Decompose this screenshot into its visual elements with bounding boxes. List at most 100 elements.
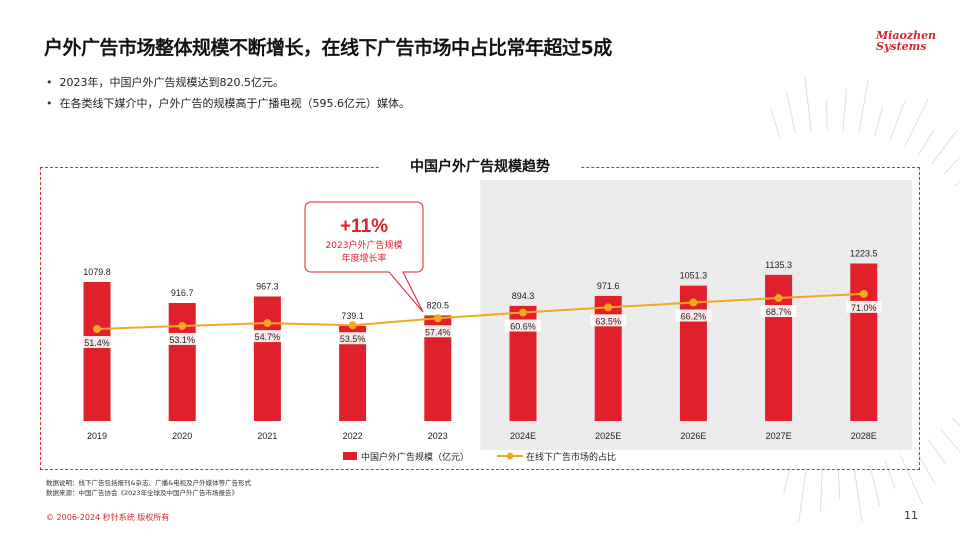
callout-line-2: 年度增长率 — [341, 252, 386, 264]
decor-ray — [804, 77, 812, 132]
share-value-label: 60.6% — [510, 322, 536, 332]
bar-value-label: 1079.8 — [83, 267, 111, 277]
legend-bar-swatch — [343, 452, 357, 460]
chart-title: 中国户外广告规模趋势 — [380, 156, 580, 176]
legend-bar-label: 中国户外广告规模（亿元） — [361, 451, 469, 463]
legend-line-marker — [506, 452, 514, 460]
copyright: © 2006-2024 秒针系统 版权所有 — [46, 513, 170, 522]
share-point-2026E — [689, 298, 698, 307]
x-tick-label: 2019 — [87, 431, 107, 441]
decor-ray — [951, 417, 960, 427]
bar-value-label: 894.3 — [512, 291, 535, 301]
x-tick-label: 2023 — [428, 431, 448, 441]
decor-ray — [899, 454, 923, 505]
share-value-label: 57.4% — [425, 327, 451, 337]
decor-ray — [927, 438, 946, 464]
share-value-label: 54.7% — [255, 332, 281, 342]
share-label-bg — [249, 330, 286, 343]
decor-ray — [858, 79, 869, 133]
share-point-2025E — [604, 303, 613, 312]
miaozhen-logo: Miaozhen Systems — [876, 30, 936, 52]
share-value-label: 68.7% — [766, 307, 792, 317]
logo-line-2: Systems — [876, 40, 927, 53]
decor-ray — [918, 129, 935, 156]
decor-ray — [931, 129, 958, 165]
bar-2026E — [679, 285, 707, 421]
bar-value-label: 1135.3 — [765, 260, 792, 270]
share-point-2023 — [433, 314, 442, 323]
x-tick-label: 2026E — [680, 431, 706, 441]
data-notes: 数据说明：线下广告包括报刊&杂志、广播&电视及户外媒体等广告形式 数据来源：中国… — [46, 478, 251, 498]
bar-2028E — [850, 263, 878, 421]
x-tick-label: 2027E — [766, 431, 792, 441]
decor-ray — [943, 155, 960, 175]
decor-ray — [819, 469, 823, 512]
bar-value-label: 916.7 — [171, 288, 194, 298]
share-label-bg — [164, 332, 201, 345]
callout-growth-rate: +11% — [340, 216, 388, 237]
x-tick-label: 2024E — [510, 431, 536, 441]
callout-line-1: 2023户外广告规模 — [326, 239, 403, 251]
bar-value-label: 739.1 — [341, 311, 364, 321]
share-point-2021 — [263, 319, 272, 328]
bullet-item: 在各类线下媒介中，户外广告的规模高于广播电视（595.6亿元）媒体。 — [46, 93, 411, 114]
share-value-label: 66.2% — [681, 312, 707, 322]
decor-ray — [783, 465, 792, 495]
decor-ray — [874, 106, 883, 137]
decor-ray — [940, 428, 960, 453]
share-label-bg — [590, 314, 627, 327]
decor-ray — [770, 108, 781, 138]
bar-2020 — [168, 302, 196, 421]
callout-bubble — [304, 201, 424, 313]
bar-value-label: 820.5 — [427, 300, 450, 310]
decor-ray — [798, 468, 807, 522]
bar-value-label: 1223.5 — [850, 249, 878, 259]
share-point-2027E — [774, 294, 783, 303]
share-point-2022 — [348, 321, 357, 330]
bar-value-label: 967.3 — [256, 281, 279, 291]
share-value-label: 53.5% — [340, 334, 366, 344]
page-title: 户外广告市场整体规模不断增长，在线下广告市场中占比常年超过5成 — [44, 37, 612, 59]
logo-line-1: Miaozhen — [876, 29, 937, 42]
page-number: 11 — [904, 509, 918, 522]
decor-ray — [869, 465, 881, 507]
share-label-bg — [334, 332, 371, 345]
decor-ray — [904, 98, 929, 148]
data-description: 数据说明：线下广告包括报刊&杂志、广播&电视及户外媒体等广告形式 — [46, 479, 252, 487]
share-point-2019 — [93, 325, 101, 333]
summary-bullets: 2023年，中国户外广告规模达到820.5亿元。 在各类线下媒介中，户外广告的规… — [46, 72, 411, 114]
share-point-2024E — [519, 308, 527, 317]
decor-ray — [837, 469, 841, 500]
decor-ray — [884, 460, 896, 490]
decor-ray — [842, 88, 847, 131]
x-tick-label: 2020 — [172, 431, 192, 441]
share-point-2020 — [178, 321, 187, 330]
legend-line-label: 在线下广告市场的占比 — [526, 451, 616, 463]
decor-ray — [853, 468, 863, 522]
bar-value-label: 1051.3 — [680, 271, 708, 281]
share-label-bg — [845, 300, 882, 313]
bar-value-label: 971.6 — [597, 281, 620, 291]
data-source: 数据来源：中国广告协会《2023年全球及中国户外广告市场报告》 — [46, 489, 239, 497]
share-label-bg — [675, 309, 712, 322]
share-point-2028E — [859, 289, 868, 298]
share-label-bg — [505, 319, 541, 332]
bar-2019 — [83, 282, 111, 421]
share-value-label: 53.1% — [169, 335, 195, 345]
share-value-label: 63.5% — [595, 316, 621, 326]
decor-ray — [786, 92, 796, 134]
share-line — [96, 292, 864, 330]
x-tick-label: 2022 — [343, 431, 363, 441]
decor-ray — [914, 447, 936, 485]
bullet-item: 2023年，中国户外广告规模达到820.5亿元。 — [46, 72, 410, 93]
share-label-bg — [79, 336, 115, 348]
decor-ray — [889, 101, 906, 142]
x-tick-label: 2028E — [851, 431, 877, 441]
x-tick-label: 2021 — [257, 431, 277, 441]
x-tick-label: 2025E — [595, 431, 621, 441]
share-value-label: 71.0% — [851, 303, 877, 313]
share-value-label: 51.4% — [84, 338, 110, 348]
bar-2021 — [253, 296, 281, 421]
